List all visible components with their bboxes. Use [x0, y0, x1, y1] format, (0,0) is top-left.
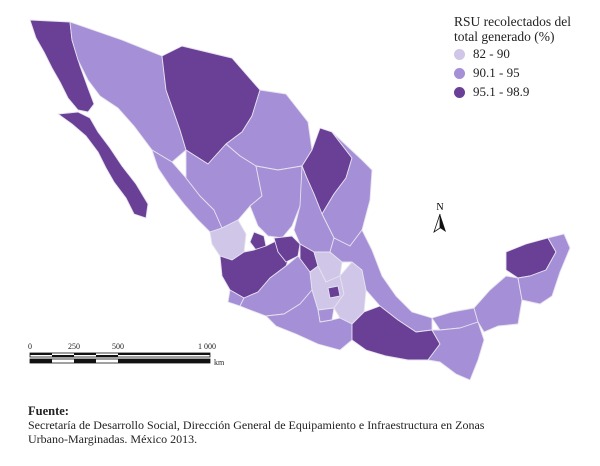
legend-label: 90.1 - 95 [473, 65, 520, 80]
north-arrow-label: N [436, 202, 443, 213]
source-text-line1: Secretaría de Desarrollo Social, Direcci… [28, 418, 485, 432]
mexico-choropleth-map: N [29, 19, 571, 381]
state-baja-california-sur [57, 111, 149, 219]
state-chiapas [427, 321, 485, 381]
scale-unit-label: km [214, 358, 225, 367]
source-note: Fuente: Secretaría de Desarrollo Social,… [28, 404, 588, 446]
legend-swatch [454, 86, 465, 98]
scale-tick-label: 500 [112, 342, 124, 351]
legend-swatch [454, 48, 465, 60]
legend-title-line1: RSU recolectados del [454, 14, 571, 29]
legend-label: 95.1 - 98.9 [473, 84, 530, 99]
scale-bar: 0 250 500 1 000 km [24, 342, 234, 372]
north-arrow: N [433, 202, 446, 233]
source-heading: Fuente: [28, 404, 69, 418]
scale-tick-label: 1 000 [198, 342, 216, 351]
legend-item: 82 - 90 [454, 45, 594, 63]
state-zacatecas [249, 165, 307, 239]
state-guerrero [265, 289, 353, 351]
state-quintana-roo [517, 233, 571, 305]
scale-bar-graphic [29, 352, 211, 364]
state-campeche [473, 275, 523, 333]
legend-title-line2: total generado (%) [454, 29, 555, 44]
scale-tick-label: 250 [68, 342, 80, 351]
scale-tick-label: 0 [28, 342, 32, 351]
state-ciudad-de-mexico [327, 285, 341, 299]
legend-item: 90.1 - 95 [454, 64, 594, 82]
map-legend: RSU recolectados del total generado (%) … [454, 14, 594, 101]
legend-item: 95.1 - 98.9 [454, 83, 594, 101]
legend-label: 82 - 90 [473, 46, 510, 61]
source-text-line2: Urbano-Marginadas. México 2013. [28, 432, 198, 446]
legend-swatch [454, 67, 465, 79]
